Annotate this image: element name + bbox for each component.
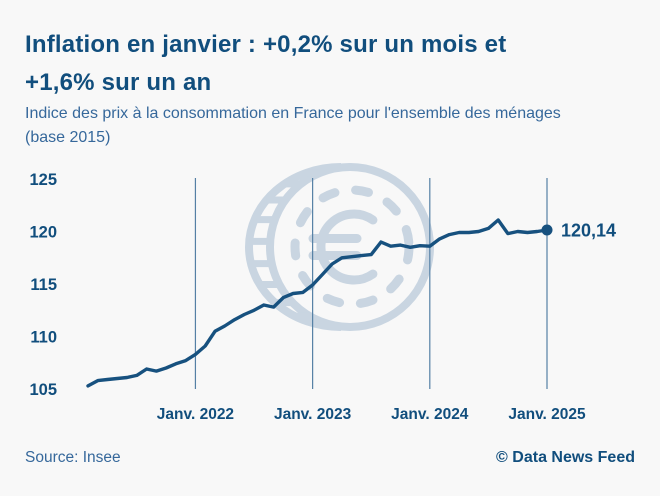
page-title: Inflation en janvier : +0,2% sur un mois… [25,26,655,102]
end-value-label: 120,14 [561,221,616,241]
title-line-2: +1,6% sur un an [25,69,212,96]
x-axis-label: Janv. 2024 [391,406,469,423]
y-axis-label: 115 [30,276,57,294]
y-axis-label: 125 [29,171,57,189]
subtitle-line-2: (base 2015) [25,128,111,146]
y-axis-label: 110 [30,329,57,347]
x-axis-label: Janv. 2025 [508,406,586,423]
y-axis-label: 120 [29,224,57,242]
y-axis-label: 105 [29,381,57,399]
source-credit: Source: Insee [25,449,121,466]
chart-subtitle: Indice des prix à la consommation en Fra… [25,102,645,149]
subtitle-line-1: Indice des prix à la consommation en Fra… [25,105,561,122]
x-axis-label: Janv. 2022 [157,406,234,423]
title-line-1: Inflation en janvier : +0,2% sur un mois… [25,31,507,58]
brand-credit: © Data News Feed [496,449,635,466]
cpi-line-series [86,218,549,388]
footer: Source: Insee © Data News Feed [25,449,635,467]
end-point-marker [541,224,553,236]
x-axis-label: Janv. 2023 [274,406,352,423]
